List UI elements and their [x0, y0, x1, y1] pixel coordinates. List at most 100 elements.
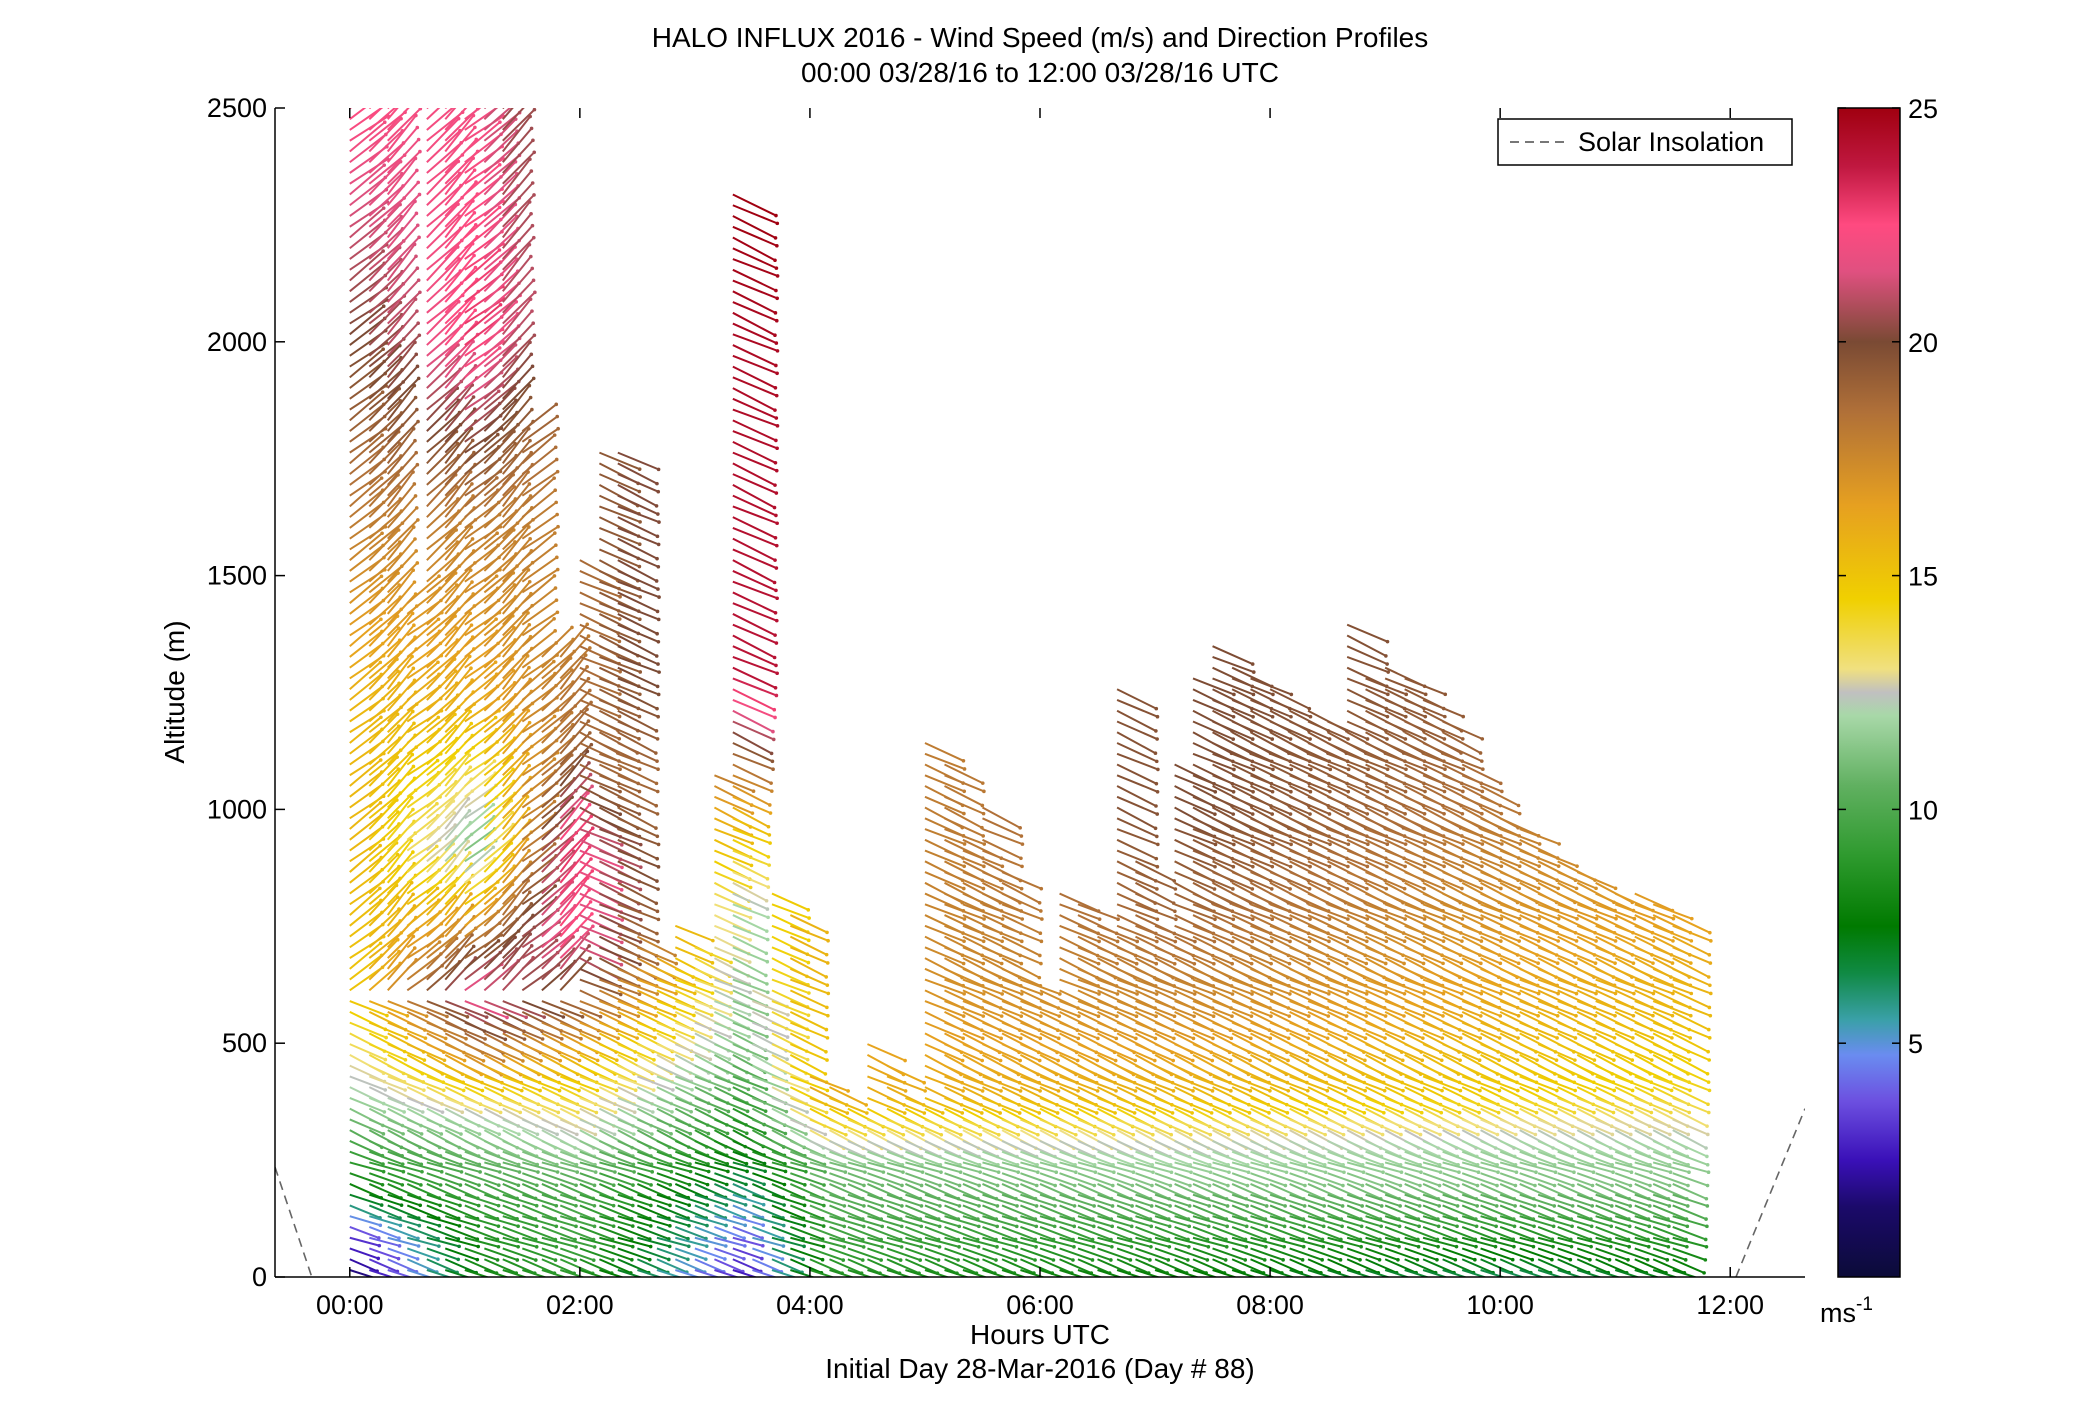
wind-vector	[444, 471, 472, 507]
wind-vector	[368, 130, 404, 163]
wind-vector	[483, 108, 498, 120]
wind-vector	[368, 939, 399, 970]
wind-vector-head	[534, 1203, 539, 1208]
wind-vector	[617, 462, 658, 485]
wind-vector	[502, 334, 536, 368]
wind-vector	[426, 301, 460, 336]
wind-vector	[406, 899, 440, 927]
wind-vector-head	[743, 1203, 748, 1207]
wind-vector	[386, 440, 416, 475]
wind-vector	[656, 1118, 691, 1135]
wind-vector	[483, 865, 516, 895]
wind-vector-head	[723, 1278, 727, 1282]
wind-vector-head	[522, 1037, 527, 1041]
wind-vectors	[349, 108, 1713, 1283]
wind-vector	[464, 642, 499, 669]
wind-vector-head	[996, 1170, 1001, 1174]
wind-vector	[541, 1204, 576, 1220]
wind-vector-head	[528, 537, 532, 541]
wind-vector-head	[404, 1036, 409, 1040]
wind-vector-head	[804, 1132, 808, 1136]
wind-vector-head	[674, 961, 679, 966]
wind-vector	[444, 297, 475, 335]
wind-vector-head	[1054, 1170, 1059, 1174]
wind-vector	[484, 1269, 510, 1277]
wind-vector	[349, 1204, 381, 1219]
wind-vector-head	[516, 1244, 520, 1249]
wind-vector-head	[747, 1035, 751, 1039]
wind-vector	[636, 1183, 670, 1199]
wind-vector	[656, 1215, 690, 1227]
wind-vector-head	[1135, 939, 1140, 944]
wind-vector	[559, 1258, 594, 1275]
wind-vector	[444, 538, 474, 572]
wind-vector	[386, 114, 417, 153]
wind-vector-head	[1072, 1183, 1077, 1188]
wind-vector-head	[553, 586, 558, 590]
wind-vector	[349, 1226, 380, 1239]
wind-vector-head	[477, 1132, 482, 1136]
wind-vector-head	[767, 863, 772, 867]
wind-vector	[599, 924, 641, 943]
wind-vector-head	[994, 1258, 998, 1262]
wind-vector-head	[494, 574, 499, 578]
wind-vector-head	[784, 1109, 789, 1114]
wind-vector-head	[552, 616, 556, 621]
wind-vector-head	[417, 333, 422, 338]
wind-vector-head	[618, 767, 622, 772]
wind-vector-head	[782, 1182, 787, 1187]
wind-vector-head	[962, 864, 967, 869]
wind-vector-head	[900, 1204, 904, 1208]
wind-vector	[599, 720, 640, 740]
wind-vector	[483, 246, 516, 282]
wind-vector	[599, 1215, 634, 1228]
wind-vector	[637, 1226, 670, 1240]
wind-vector-head	[742, 1256, 746, 1261]
wind-vector-head	[573, 1258, 578, 1262]
wind-vector	[368, 1183, 402, 1199]
wind-vector-head	[411, 709, 415, 714]
wind-vector-head	[1076, 1036, 1081, 1041]
wind-vector-head	[528, 395, 533, 400]
wind-vector	[617, 881, 657, 905]
wind-vector	[521, 1204, 556, 1220]
wind-vector	[541, 669, 573, 701]
wind-vector	[444, 667, 472, 701]
wind-vector	[501, 569, 530, 604]
wind-vector	[406, 728, 440, 755]
wind-vector	[368, 1204, 401, 1219]
wind-vector	[444, 881, 471, 916]
wind-vector	[579, 1043, 618, 1062]
wind-vector	[484, 1193, 519, 1207]
wind-vector-head	[380, 390, 385, 394]
wind-vector	[368, 658, 398, 690]
wind-vector-head	[976, 1279, 980, 1283]
wind-vector-head	[459, 1170, 464, 1174]
wind-vector	[579, 720, 620, 740]
wind-vector-head	[527, 482, 532, 486]
wind-vector-head	[412, 946, 417, 950]
wind-vector	[368, 865, 400, 895]
wind-vector	[349, 575, 383, 604]
wind-vector	[502, 1183, 537, 1200]
wind-vector-head	[1186, 1279, 1190, 1283]
wind-vector-head	[587, 845, 592, 849]
wind-vector-head	[435, 758, 440, 763]
wind-vector-head	[1205, 1258, 1210, 1262]
wind-vector	[559, 1140, 595, 1158]
wind-vector	[444, 810, 471, 841]
wind-vector-head	[590, 784, 594, 789]
wind-vector	[501, 710, 530, 744]
wind-vector-head	[1230, 1014, 1234, 1019]
wind-vector-head	[1155, 887, 1159, 891]
wind-vector	[387, 108, 422, 142]
wind-vector-head	[774, 663, 778, 668]
wind-vector-head	[1212, 961, 1216, 966]
wind-vector	[502, 182, 534, 217]
wind-vector-head	[419, 1132, 424, 1136]
wind-vector	[444, 612, 472, 647]
wind-vector-head	[630, 1237, 634, 1242]
wind-vector	[386, 905, 416, 938]
wind-vector	[483, 725, 515, 755]
wind-vector	[464, 857, 496, 884]
